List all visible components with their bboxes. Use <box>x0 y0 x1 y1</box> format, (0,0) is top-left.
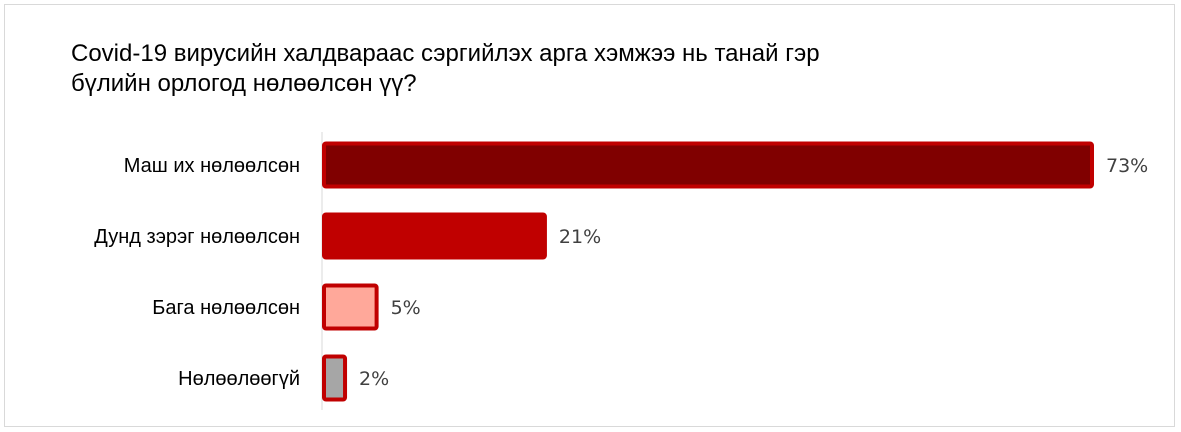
bar-2 <box>322 212 547 260</box>
bar-3 <box>322 283 379 331</box>
chart-title-line-2: бүлийн орлогод нөлөөлсөн үү? <box>71 70 417 97</box>
bar-chart: Маш их нөлөөлсөн 73% Дунд зэрэг нөлөөлсөн 2… <box>94 132 1148 410</box>
value-label-4: 2% <box>359 368 389 390</box>
category-label-4: Нөлөөлөөгүй <box>178 368 300 390</box>
chart-title: Covid-19 вирусийн халдвараас сэргийлэх а… <box>71 39 1071 99</box>
bar-1 <box>322 141 1094 189</box>
category-label-1: Маш их нөлөөлсөн <box>124 155 300 177</box>
chart-frame: Covid-19 вирусийн халдвараас сэргийлэх а… <box>4 4 1175 427</box>
category-label-2: Дунд зэрэг нөлөөлсөн <box>94 226 300 248</box>
bar-4 <box>322 354 348 402</box>
category-label-3: Бага нөлөөлсөн <box>152 297 300 319</box>
value-label-3: 5% <box>391 297 421 319</box>
value-label-1: 73% <box>1106 155 1148 177</box>
value-label-2: 21% <box>559 226 601 248</box>
chart-title-line-1: Covid-19 вирусийн халдвараас сэргийлэх а… <box>71 40 820 67</box>
